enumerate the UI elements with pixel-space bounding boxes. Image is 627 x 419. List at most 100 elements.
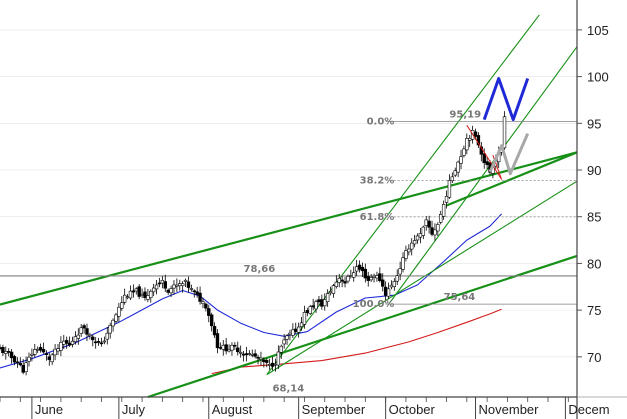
candle-body	[323, 299, 327, 307]
candle-body	[157, 282, 162, 285]
candle-body	[360, 266, 365, 272]
candle-body	[395, 275, 399, 282]
candle-body	[198, 292, 202, 302]
gray-projection-path	[488, 133, 530, 176]
x-month-label: Decem	[568, 402, 609, 417]
trend-line	[147, 254, 578, 399]
candle-body	[427, 220, 431, 228]
candle-body	[50, 354, 54, 363]
candle-body	[320, 299, 324, 307]
candle-body	[56, 348, 60, 352]
candle-body	[160, 280, 165, 284]
candle-body	[253, 353, 257, 357]
candle-body	[1, 347, 5, 354]
candle-body	[35, 348, 40, 351]
candle-body	[378, 273, 382, 282]
trend-line-layer	[0, 14, 578, 399]
candle-body	[146, 295, 150, 300]
candle-body	[33, 349, 37, 355]
candle-body	[407, 248, 411, 253]
candle-body	[99, 342, 104, 345]
fibonacci-label: 100.0%	[353, 299, 395, 310]
candle-body	[163, 281, 167, 289]
candle-body	[117, 306, 121, 317]
candle-body	[456, 161, 460, 173]
y-tick-label: 95	[587, 116, 601, 131]
candle-body	[82, 325, 86, 329]
candle-body	[30, 353, 34, 356]
candle-body	[375, 275, 379, 279]
candle-body	[473, 131, 478, 137]
candle-body	[314, 301, 318, 310]
candle-body	[270, 362, 275, 367]
y-tick-label: 105	[587, 23, 609, 38]
candle-body	[410, 242, 414, 250]
candle-body	[334, 281, 339, 287]
candle-body	[285, 335, 289, 340]
candle-body	[453, 170, 457, 176]
candle-body	[151, 287, 156, 293]
candle-body	[125, 296, 130, 299]
candle-body	[4, 351, 8, 354]
candle-body	[386, 288, 391, 297]
candle-body	[291, 329, 295, 336]
candle-body	[143, 291, 147, 298]
candle-body	[27, 356, 31, 362]
candle-body	[21, 365, 25, 373]
candle-body	[166, 289, 170, 293]
candle-body	[262, 359, 266, 363]
candle-body	[91, 336, 95, 341]
candle-body	[204, 303, 208, 309]
candle-body	[325, 293, 330, 303]
y-tick-label: 75	[587, 303, 601, 318]
candles-layer	[0, 111, 507, 376]
candle-body	[267, 364, 272, 366]
candle-body	[241, 353, 246, 356]
candle-body	[311, 305, 315, 308]
candle-body	[154, 284, 159, 290]
candle-body	[131, 290, 136, 293]
candle-body	[424, 219, 428, 226]
candle-body	[305, 310, 310, 313]
candle-body	[279, 345, 283, 353]
candle-body	[53, 348, 57, 356]
low-price-label: 68,14	[273, 383, 305, 394]
candle-body	[259, 357, 263, 360]
candle-body	[224, 344, 228, 352]
candle-body	[201, 301, 205, 304]
candle-body	[15, 361, 20, 364]
candle-body	[447, 180, 452, 198]
y-tick-label: 90	[587, 163, 601, 178]
candle-body	[294, 328, 298, 332]
candle-body	[76, 334, 80, 339]
candle-body	[357, 264, 362, 270]
y-tick-label: 100	[587, 70, 609, 85]
candle-body	[221, 344, 225, 350]
grid-layer	[0, 29, 577, 358]
candle-body	[102, 340, 107, 343]
x-month-label: July	[122, 402, 146, 417]
trend-line	[266, 180, 578, 376]
candle-body	[212, 326, 217, 336]
candle-body	[343, 281, 347, 284]
x-month-label: June	[35, 402, 63, 417]
candle-body	[122, 294, 127, 303]
candle-body	[441, 204, 446, 217]
candle-body	[444, 196, 449, 203]
candle-body	[392, 281, 397, 287]
candle-body	[459, 156, 463, 164]
candle-body	[79, 327, 83, 334]
candle-body	[383, 286, 388, 296]
candle-body	[256, 356, 260, 359]
candle-body	[183, 279, 188, 282]
candle-body	[120, 302, 124, 309]
candle-body	[349, 275, 353, 277]
candle-body	[192, 290, 196, 293]
candle-body	[244, 353, 249, 356]
candle-body	[175, 284, 179, 287]
candle-body	[485, 161, 489, 165]
fibonacci-label: 38.2%	[360, 175, 395, 186]
candle-body	[465, 138, 469, 151]
candle-body	[59, 342, 63, 351]
